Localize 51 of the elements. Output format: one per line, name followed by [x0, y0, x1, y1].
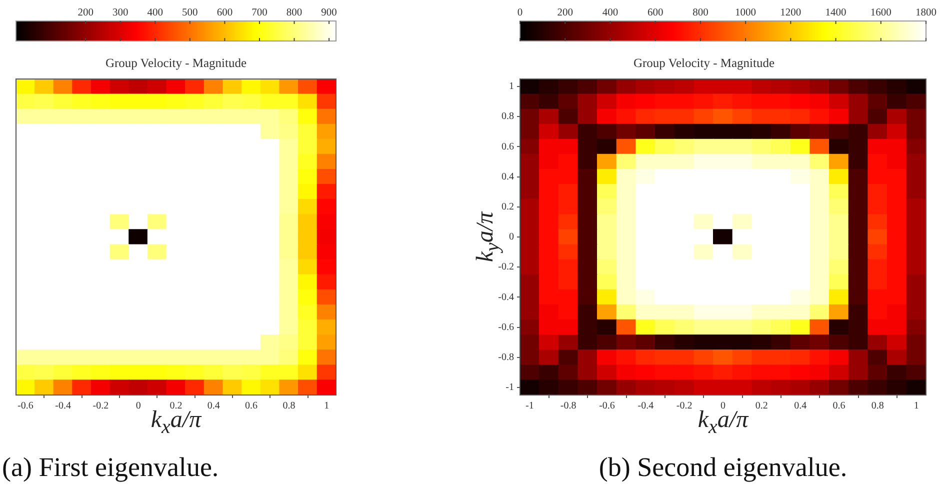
y-tick-label: 1 [509, 81, 514, 92]
x-tick-label: 1 [914, 400, 919, 412]
y-tick-label: 0.2 [502, 202, 514, 213]
color-bar-label: 800 [692, 8, 708, 18]
x-tick-label: 0.8 [871, 400, 884, 412]
y-tick-label: -0.2 [498, 262, 514, 273]
x-tick-label: 0.4 [207, 400, 220, 412]
y-tick-label: 0.4 [502, 171, 514, 182]
chart-title: Group Velocity - Magnitude [633, 56, 775, 70]
text: (a) First eigenvalue. [2, 452, 219, 482]
text: (b) Second eigenvalue. [598, 452, 848, 482]
y-tick-label: 0.8 [502, 111, 514, 122]
y-tick-label: -0.4 [498, 292, 514, 303]
x-tick-label: 0.2 [755, 400, 768, 412]
color-bar-label: 800 [286, 8, 302, 18]
color-bar-label: 300 [112, 8, 128, 18]
color-bar-label: 1600 [870, 8, 892, 18]
color-bar-label: 700 [252, 8, 268, 18]
y-tick-label: -0.6 [498, 322, 514, 333]
x-tick-label: 1 [324, 400, 330, 412]
color-bar-label: 0 [517, 8, 523, 18]
x-tick-label: -0.6 [17, 400, 34, 412]
color-bar-label: 1200 [780, 8, 802, 18]
color-bar-label: 200 [557, 8, 573, 18]
color-bar-label: 1400 [825, 8, 846, 18]
color-bar-label: 200 [78, 8, 94, 18]
color-bar-label: 400 [602, 8, 618, 18]
y-tick-label: -1 [506, 382, 514, 394]
x-tick-label: 0.4 [794, 400, 807, 412]
x-tick-label: -0.4 [55, 400, 71, 412]
x-tick-label: 0.6 [832, 400, 846, 412]
color-bar-label: 900 [321, 8, 337, 18]
x-tick-label: -0.8 [560, 400, 576, 412]
x-tick-label: -0.6 [599, 400, 615, 412]
color-bar-label: 1000 [735, 8, 756, 18]
x-tick-label: -1 [525, 400, 534, 412]
x-tick-label: 0.6 [245, 400, 258, 412]
chart-title: Group Velocity - Magnitude [105, 56, 247, 70]
x-tick-label: -0.4 [638, 400, 654, 412]
y-tick-label: 0 [509, 232, 514, 243]
y-tick-label: 0.6 [502, 141, 514, 152]
color-bar-label: 600 [216, 8, 233, 18]
y-tick-label: -0.8 [498, 352, 514, 364]
color-bar-label: 600 [647, 8, 664, 18]
color-bar-label: 400 [147, 8, 164, 18]
x-tick-label: -0.2 [92, 400, 109, 412]
x-tick-label: 0 [136, 400, 141, 412]
x-tick-label: -0.2 [676, 400, 692, 412]
color-bar-label: 500 [182, 8, 198, 18]
color-bar-label: 1800 [916, 8, 936, 18]
x-tick-label: 0.8 [282, 400, 296, 412]
